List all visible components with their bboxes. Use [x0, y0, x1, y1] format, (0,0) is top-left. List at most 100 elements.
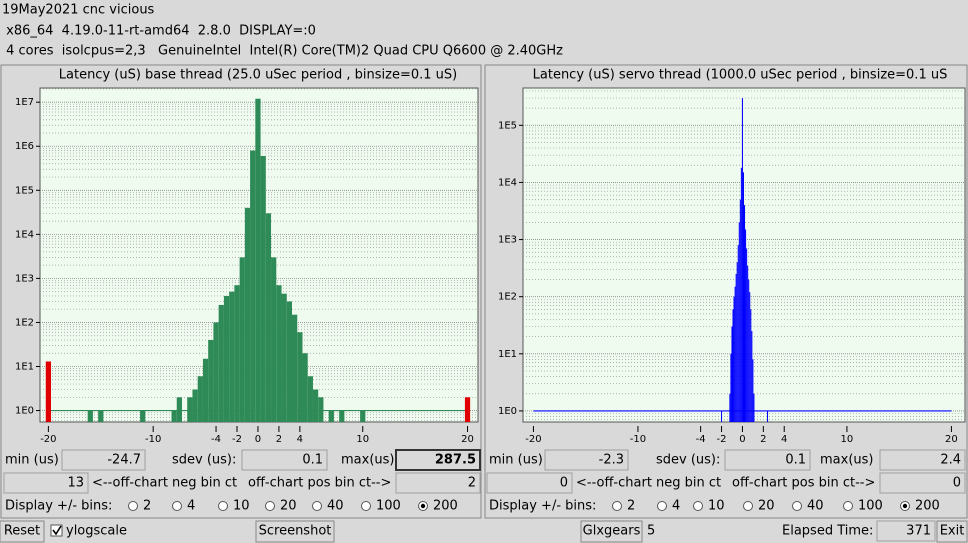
radio-label[interactable]: 4: [672, 499, 680, 514]
radio-button[interactable]: [743, 501, 753, 511]
radio-label[interactable]: 100: [376, 499, 401, 514]
x-tick-label: 0: [255, 434, 261, 445]
histogram-bar: [223, 295, 230, 422]
histogram-bar: [276, 285, 282, 422]
histogram-bar: [734, 286, 736, 422]
radio-label[interactable]: 40: [807, 499, 824, 514]
min-value: -24.7: [107, 453, 141, 468]
histogram-bar: [744, 205, 746, 422]
exit-button-label[interactable]: Exit: [940, 524, 965, 539]
neg-bin-count: 13: [67, 476, 84, 491]
histogram-bar: [741, 98, 743, 422]
exit-button[interactable]: [936, 520, 968, 543]
radio-button[interactable]: [312, 501, 322, 511]
radio-button[interactable]: [792, 501, 802, 511]
bins-label: Display +/- bins:: [5, 499, 112, 514]
radio-button[interactable]: [172, 501, 182, 511]
y-tick-label: 1E6: [15, 141, 34, 152]
radio-label[interactable]: 200: [915, 499, 940, 514]
histogram-bar: [260, 156, 266, 422]
radio-label[interactable]: 10: [233, 499, 250, 514]
x-tick-label: -20: [525, 434, 541, 445]
x-tick-label: 2: [760, 434, 766, 445]
radio-button[interactable]: [843, 501, 853, 511]
glxgears-button-label[interactable]: Glxgears: [583, 524, 641, 539]
checkbox-label[interactable]: ylogscale: [66, 524, 127, 539]
histogram-bar: [281, 293, 287, 422]
sdev-value-box: [241, 449, 328, 471]
histogram-bar: [730, 353, 732, 422]
histogram-bar: [244, 207, 251, 422]
pos-bin-count: 0: [953, 476, 961, 491]
y-tick-label: 1E5: [498, 120, 517, 131]
radio-label[interactable]: 200: [433, 499, 458, 514]
reset-button-label[interactable]: Reset: [4, 524, 40, 539]
radio-label[interactable]: 40: [327, 499, 344, 514]
stat-label: min (us): [489, 453, 543, 468]
radio-button[interactable]: [361, 501, 371, 511]
x-tick-label: -2: [717, 434, 727, 445]
radio-label[interactable]: 100: [858, 499, 883, 514]
radio-label[interactable]: 20: [280, 499, 297, 514]
histogram-bar: [740, 167, 742, 422]
histogram-bar: [187, 397, 193, 422]
radio-button[interactable]: [693, 501, 703, 511]
histogram-bar: [98, 410, 104, 422]
histogram-bar: [738, 222, 740, 422]
radio-label[interactable]: 10: [708, 499, 725, 514]
histogram-bar: [751, 331, 753, 422]
radio-button[interactable]: [265, 501, 275, 511]
radio-label[interactable]: 2: [143, 499, 151, 514]
checkbox[interactable]: [50, 524, 63, 537]
x-tick-label: 10: [356, 434, 369, 445]
x-tick-label: 4: [781, 434, 787, 445]
radio-label[interactable]: 4: [187, 499, 195, 514]
histogram-bar: [318, 397, 324, 422]
pos-bin-count-box: [879, 472, 966, 494]
y-tick-label: 1E1: [15, 362, 34, 373]
glxgears-button[interactable]: [580, 520, 643, 543]
max-value-box: [879, 449, 966, 471]
radio-button[interactable]: [612, 501, 622, 511]
x-tick-label: 10: [841, 434, 854, 445]
stat-label: sdev (us):: [172, 453, 236, 468]
elapsed-label: Elapsed Time:: [782, 524, 873, 539]
y-tick-label: 1E4: [498, 177, 517, 188]
radio-button[interactable]: [218, 501, 228, 511]
histogram-bar: [292, 314, 298, 422]
radio-label[interactable]: 20: [758, 499, 775, 514]
histogram-bar: [752, 359, 754, 422]
histogram-bar: [737, 245, 739, 422]
stat-label: off-chart pos bin ct-->: [248, 476, 391, 491]
y-tick-label: 1E7: [15, 97, 34, 108]
chart-title: Latency (uS) base thread (25.0 uSec peri…: [59, 68, 457, 83]
stat-label: <--off-chart neg bin ct: [92, 476, 237, 491]
y-tick-label: 1E0: [15, 406, 34, 417]
stat-label: off-chart pos bin ct-->: [732, 476, 875, 491]
screenshot-button-label[interactable]: Screenshot: [259, 524, 332, 539]
histogram-bar: [218, 304, 224, 422]
histogram-bar: [753, 393, 755, 422]
radio-button[interactable]: [128, 501, 138, 511]
max-value: 2.4: [940, 453, 961, 468]
radio-button[interactable]: [657, 501, 667, 511]
histogram-bar: [735, 273, 737, 422]
x-tick-label: 20: [945, 434, 958, 445]
reset-button[interactable]: [0, 520, 45, 543]
y-tick-label: 1E0: [498, 406, 517, 417]
histogram-bar: [171, 410, 177, 422]
radio-label[interactable]: 2: [627, 499, 635, 514]
neg-bin-count: 0: [560, 476, 568, 491]
stat-label: min (us): [5, 453, 59, 468]
histogram-bar: [339, 410, 345, 422]
histogram-bar: [742, 172, 744, 422]
screenshot-button[interactable]: [255, 520, 335, 543]
glxgears-count: 5: [647, 524, 655, 539]
histogram-bar: [239, 257, 245, 422]
histogram-bar: [746, 248, 748, 422]
x-tick-label: 20: [461, 434, 474, 445]
histogram-bar: [140, 410, 146, 422]
histogram-bar: [192, 389, 198, 422]
sdev-value: 0.1: [302, 453, 323, 468]
histogram-bar: [328, 410, 334, 422]
